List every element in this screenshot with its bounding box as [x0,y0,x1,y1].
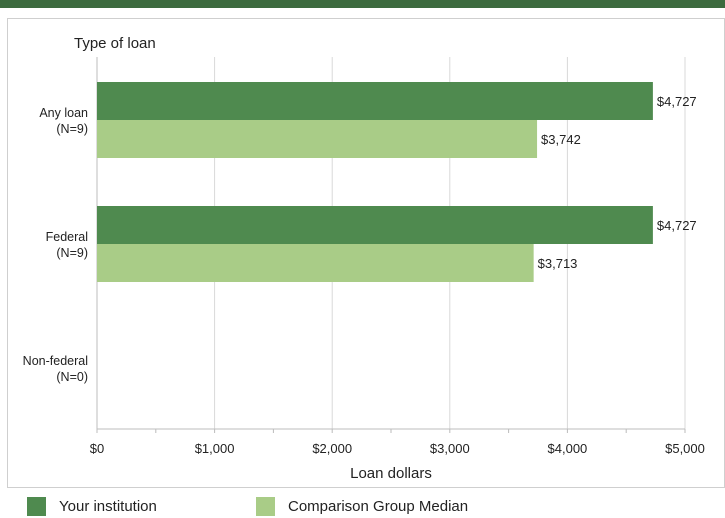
category-label: Non-federal [23,354,88,368]
category-count-label: (N=9) [56,122,88,136]
category-count-label: (N=9) [56,246,88,260]
data-label: $3,742 [541,132,581,147]
data-label: $4,727 [657,218,697,233]
x-tick-label: $1,000 [195,441,235,456]
bar-your-institution [97,206,653,244]
legend-swatch-your-institution [27,497,46,516]
x-tick-label: $2,000 [312,441,352,456]
chart-panel: $0 $1,000 $2,000 $3,000 $4,000 $5,000 Any loan… [7,18,725,488]
category-label: Federal [46,230,88,244]
legend-label-your-institution: Your institution [59,498,157,515]
legend-swatch-comparison-group-median [256,497,275,516]
legend: Your institution Comparison Group Median [0,493,725,518]
top-rule [0,0,725,8]
bar-your-institution [97,82,653,120]
x-tick-label: $3,000 [430,441,470,456]
bar-chart: $0 $1,000 $2,000 $3,000 $4,000 $5,000 Any loan… [23,35,705,482]
bar-comparison-median [97,244,534,282]
data-label: $3,713 [538,256,578,271]
chart-title: Type of loan [74,35,156,52]
category-label: Any loan [39,106,88,120]
legend-item-your-institution: Your institution [27,497,157,516]
data-label: $4,727 [657,94,697,109]
x-tick-label: $5,000 [665,441,705,456]
x-tick-label: $4,000 [548,441,588,456]
bar-comparison-median [97,120,538,158]
legend-item-comparison-group-median: Comparison Group Median [256,497,468,516]
x-axis-label: Loan dollars [350,465,432,482]
category-count-label: (N=0) [56,370,88,384]
legend-label-comparison-group-median: Comparison Group Median [288,498,469,515]
x-tick-label: $0 [90,441,104,456]
